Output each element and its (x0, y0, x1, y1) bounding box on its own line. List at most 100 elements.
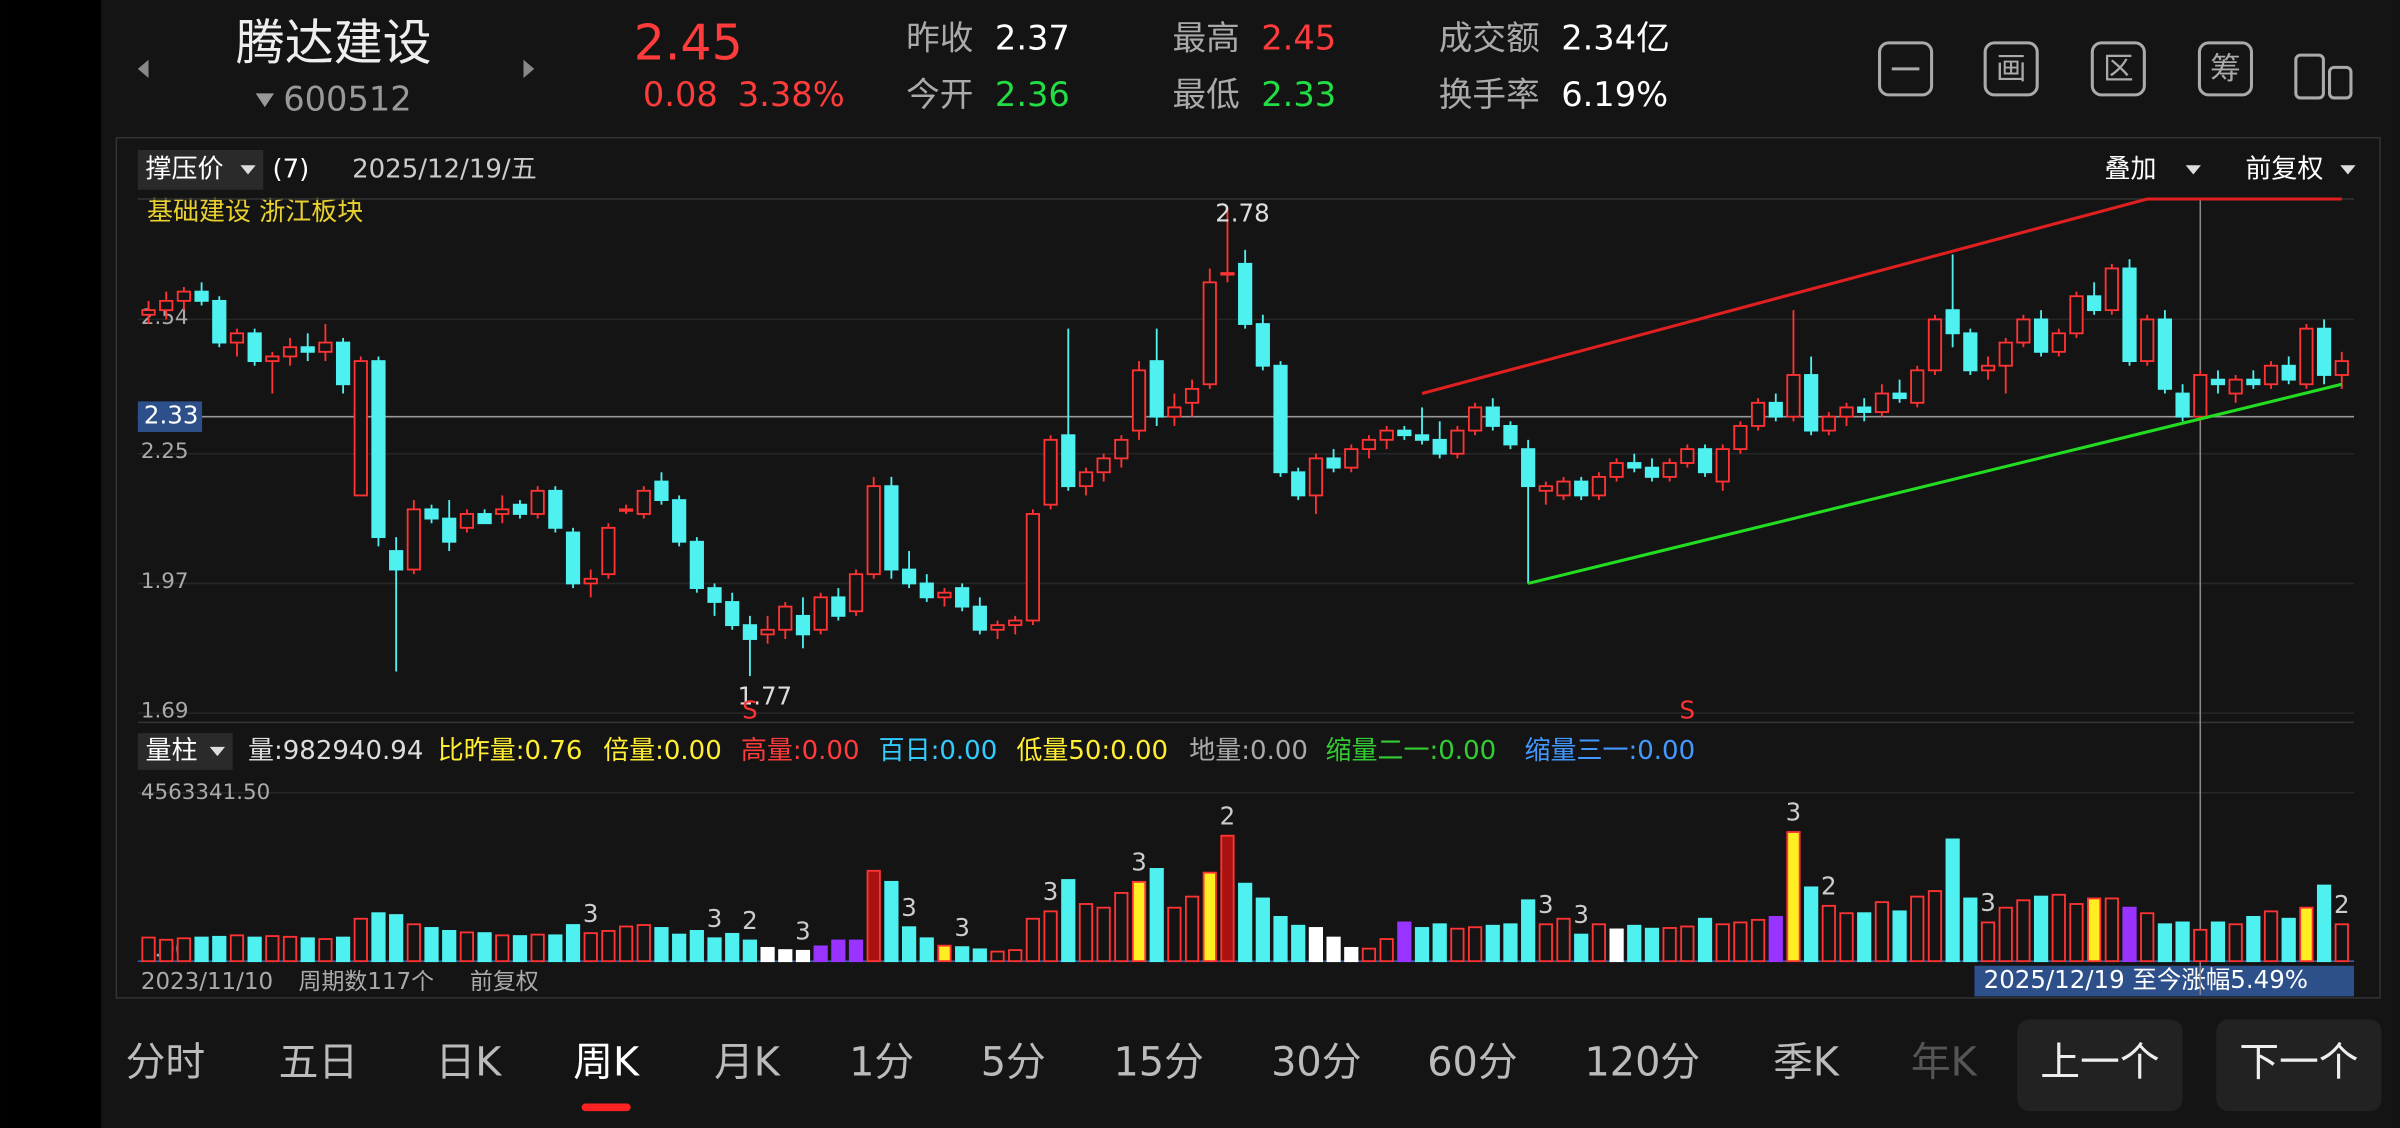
tab[interactable]: 15分 (1113, 1040, 1203, 1086)
candle-body (1945, 309, 1960, 335)
volume-indicator[interactable]: 量柱 (145, 736, 197, 766)
next-button[interactable] (2216, 1019, 2382, 1112)
indicator-box[interactable] (137, 149, 264, 190)
candle-body (1220, 272, 1235, 276)
candle-body (1609, 462, 1624, 478)
volume-bar (919, 937, 934, 963)
candle-body (1892, 392, 1907, 400)
tab[interactable]: 30分 (1271, 1040, 1361, 1086)
code-dropdown[interactable] (255, 93, 275, 108)
candle-body (636, 489, 651, 515)
next-stock[interactable] (523, 59, 535, 79)
volume-bar (530, 933, 545, 963)
volume-bar (1804, 886, 1819, 963)
candle-body (1874, 392, 1890, 413)
candle-body (1096, 457, 1111, 474)
tool-button[interactable] (2197, 41, 2254, 97)
volume-bar (2157, 923, 2173, 963)
volume-bar (1255, 897, 1270, 963)
tool-button[interactable] (2090, 41, 2146, 97)
period-count: 周期数117个 (299, 969, 435, 995)
prev-stock[interactable] (137, 59, 149, 79)
tab[interactable]: 5分 (981, 1040, 1046, 1086)
candle-body (2316, 327, 2332, 376)
dropdown (240, 165, 256, 175)
candle-body (919, 582, 934, 599)
volume-bar (1485, 924, 1500, 963)
candle-body (955, 587, 970, 608)
candle-body (1503, 425, 1518, 446)
volume-bar (442, 930, 457, 963)
tab[interactable]: 60分 (1427, 1040, 1517, 1086)
volume-bar (459, 931, 475, 963)
tab[interactable]: 年K (1911, 1040, 1978, 1086)
volume-bar (1361, 947, 1377, 963)
candle-body (1078, 471, 1094, 488)
change-pct: 3.38% (738, 75, 845, 114)
volume-bar (689, 930, 704, 963)
tab[interactable]: 120分 (1584, 1040, 1700, 1086)
candle-body (778, 605, 793, 631)
volume-bar (282, 935, 298, 963)
stat-label: 换手率 (1439, 75, 1540, 114)
volume-label: 3 (1980, 888, 1996, 917)
volume-bar (848, 939, 864, 963)
next-label[interactable]: 下一个 (2239, 1040, 2358, 1086)
candle-body (176, 290, 192, 302)
candle-body (512, 503, 528, 515)
volume-bar (1043, 910, 1058, 963)
volume-bar (1786, 831, 1801, 963)
tab[interactable]: 日K (435, 1040, 502, 1086)
volume-bar (1397, 921, 1412, 963)
price-label: 1.77 (738, 682, 792, 711)
phone-icon[interactable] (2294, 53, 2325, 100)
candle-body (1839, 406, 1854, 418)
candle-body (1450, 429, 1465, 455)
vol-tick-label: 4563341.50 (141, 780, 270, 805)
y-tick-label: 1.97 (141, 569, 189, 594)
volume-bar (2281, 917, 2296, 963)
trendline (1527, 382, 2343, 585)
candle-body (972, 605, 987, 631)
tab[interactable]: 月K (714, 1040, 781, 1086)
candle-body (1149, 360, 1164, 418)
volume-bar (1998, 906, 2013, 963)
volume-bar (371, 912, 386, 963)
volume-bar (2033, 895, 2049, 963)
tab[interactable]: 五日 (279, 1040, 359, 1086)
tool-button[interactable] (1878, 41, 1934, 97)
overlay[interactable]: 叠加 (2105, 154, 2157, 184)
tab[interactable]: 季K (1773, 1040, 1840, 1086)
volume-bar (1503, 923, 1518, 963)
volume-bar (477, 932, 492, 963)
volume-bar (1220, 834, 1235, 963)
indicator-param: (7) (272, 154, 309, 184)
tab[interactable]: 分时 (126, 1040, 206, 1086)
prev-button[interactable] (2017, 1019, 2183, 1112)
candle-body (901, 568, 917, 585)
prev-label[interactable]: 上一个 (2040, 1040, 2159, 1086)
candle-body (2122, 267, 2137, 363)
tool-icons (1878, 41, 2353, 100)
tool-button[interactable] (1983, 41, 2039, 97)
candle-body (2016, 318, 2031, 344)
volume-bar (725, 932, 740, 963)
stat-value: 2.34亿 (1561, 18, 1670, 57)
tab[interactable]: 周K (573, 1040, 640, 1086)
tool-label: 画 (1996, 52, 2027, 87)
volume-bar (1927, 890, 1943, 963)
tab[interactable]: 1分 (849, 1040, 914, 1086)
volume-bar (495, 934, 510, 963)
candle-body (866, 485, 881, 576)
candle-body (1768, 401, 1783, 418)
volume-legend: 百日:0.00 (879, 736, 998, 766)
candle-body (2157, 318, 2173, 390)
adjust-mode[interactable]: 前复权 (2245, 154, 2323, 184)
volume-bar (1432, 923, 1447, 963)
y-tick-label: 1.69 (141, 699, 189, 724)
volume-bar (1857, 912, 1872, 963)
candle-body (725, 601, 740, 627)
indicator[interactable]: 撑压价 (145, 154, 223, 184)
chart-panel (115, 136, 2381, 999)
